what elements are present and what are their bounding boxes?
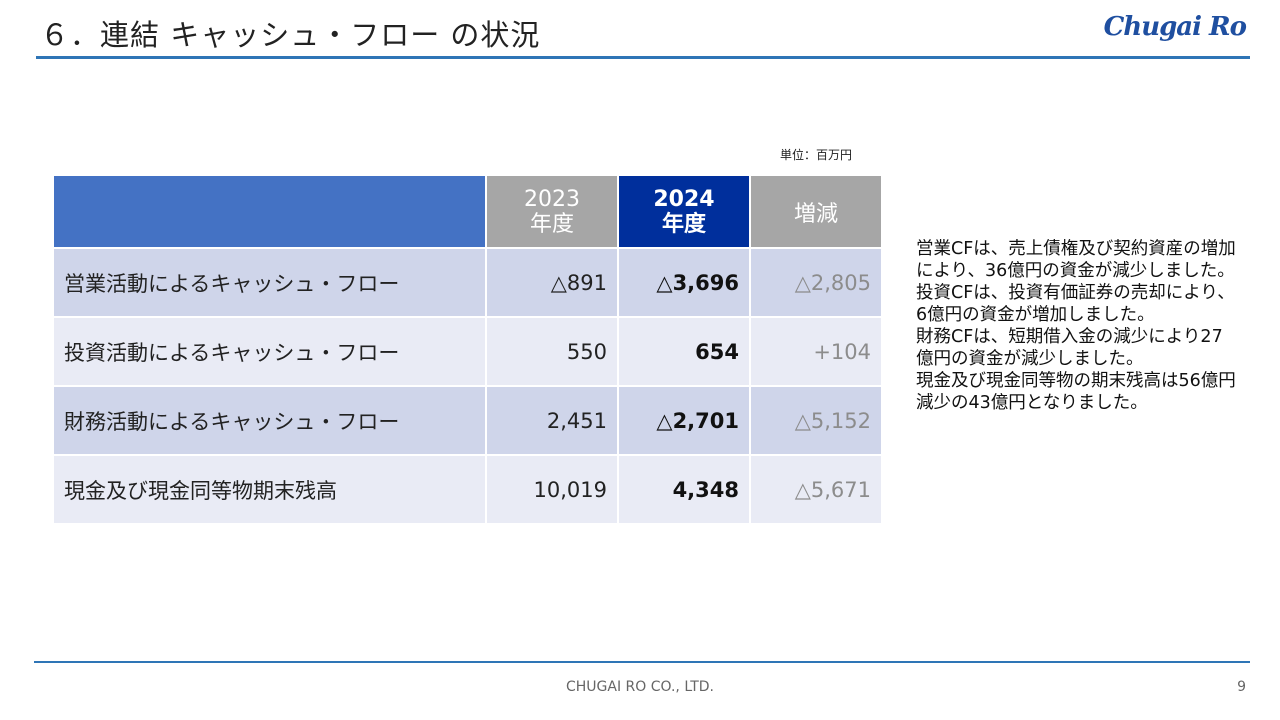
value-2024-prefix: △ xyxy=(656,270,673,295)
column-header-2024: 2024 年度 xyxy=(619,176,749,247)
column-header-2023: 2023 年度 xyxy=(487,176,617,247)
value-2023: 550 xyxy=(487,318,617,385)
note-financing-cf: 財務CFは、短期借入金の減少により27億円の資金が減少しました。 xyxy=(916,327,1223,369)
value-2024-number: 3,696 xyxy=(672,270,739,295)
value-2024: 654 xyxy=(619,318,749,385)
row-label: 営業活動によるキャッシュ・フロー xyxy=(54,249,485,316)
unit-label: 単位：百万円 xyxy=(780,148,853,162)
note-investing-cf: 投資CFは、投資有価証券の売却により、6億円の資金が増加しました。 xyxy=(916,283,1235,325)
page-title: ６．連結 キャッシュ・フロー の状況 xyxy=(40,18,541,52)
row-label: 投資活動によるキャッシュ・フロー xyxy=(54,318,485,385)
column-header-2024-year: 2024 xyxy=(653,186,715,212)
column-header-change-label: 増減 xyxy=(793,201,838,227)
value-2024-prefix: △ xyxy=(656,408,673,433)
footer-company: CHUGAI RO CO., LTD. xyxy=(566,679,714,695)
note-cash-balance: 現金及び現金同等物の期末残高は56億円減少の43億円となりました。 xyxy=(916,371,1236,413)
value-2023: 10,019 xyxy=(487,456,617,523)
table-row: 投資活動によるキャッシュ・フロー 550 654 +104 xyxy=(54,318,881,385)
row-label: 財務活動によるキャッシュ・フロー xyxy=(54,387,485,454)
table-row: 現金及び現金同等物期末残高 10,019 4,348 △5,671 xyxy=(54,456,881,523)
table-row: 財務活動によるキャッシュ・フロー 2,451 △2,701 △5,152 xyxy=(54,387,881,454)
footer-divider xyxy=(34,661,1250,663)
value-change: △2,805 xyxy=(751,249,881,316)
value-change: △5,671 xyxy=(751,456,881,523)
value-2024-number: 654 xyxy=(695,339,739,364)
value-change: △5,152 xyxy=(751,387,881,454)
value-2024: △2,701 xyxy=(619,387,749,454)
value-change: +104 xyxy=(751,318,881,385)
table-header-row: 2023 年度 2024 年度 増減 xyxy=(54,176,881,247)
column-header-2024-suffix: 年度 xyxy=(661,211,706,237)
table-row: 営業活動によるキャッシュ・フロー △891 △3,696 △2,805 xyxy=(54,249,881,316)
note-operating-cf: 営業CFは、売上債権及び契約資産の増加により、36億円の資金が減少しました。 xyxy=(916,239,1236,281)
column-header-2023-suffix: 年度 xyxy=(529,211,574,237)
row-label: 現金及び現金同等物期末残高 xyxy=(54,456,485,523)
value-2023: △891 xyxy=(487,249,617,316)
cash-flow-table: 2023 年度 2024 年度 増減 営業活動によるキャッシュ・フロー △891… xyxy=(52,174,883,525)
value-2024-number: 2,701 xyxy=(672,408,739,433)
value-2024: △3,696 xyxy=(619,249,749,316)
value-2024: 4,348 xyxy=(619,456,749,523)
company-logo: Chugai Ro xyxy=(1103,12,1247,42)
header-blank-cell xyxy=(54,176,485,247)
value-2023: 2,451 xyxy=(487,387,617,454)
page-number: 9 xyxy=(1237,679,1246,695)
commentary-notes: 営業CFは、売上債権及び契約資産の増加により、36億円の資金が減少しました。 投… xyxy=(916,238,1238,414)
title-divider xyxy=(36,56,1250,59)
column-header-change: 増減 xyxy=(751,176,881,247)
value-2024-number: 4,348 xyxy=(672,477,739,502)
column-header-2023-year: 2023 xyxy=(524,186,580,212)
